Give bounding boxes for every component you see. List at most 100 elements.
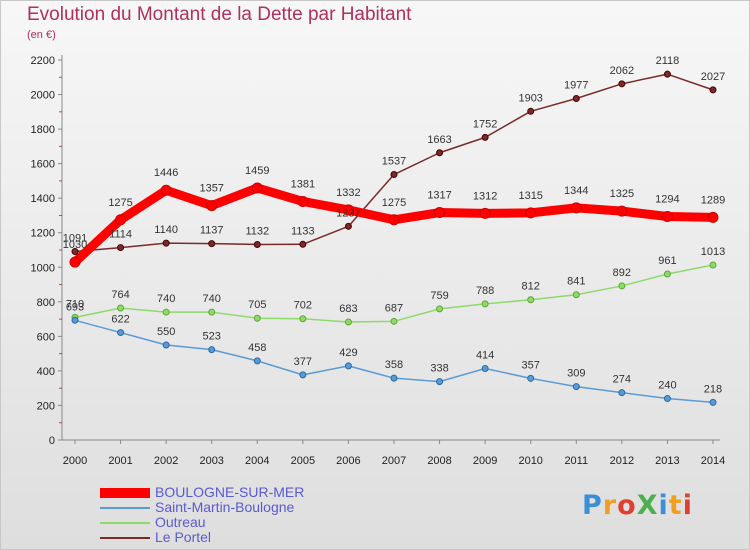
- data-label-1-9: 414: [476, 349, 494, 361]
- data-point-0-11: [570, 202, 582, 214]
- data-label-2-5: 702: [294, 300, 312, 312]
- data-label-1-11: 309: [567, 368, 585, 380]
- data-point-2-5: [299, 315, 307, 323]
- data-point-0-7: [388, 214, 400, 226]
- data-label-3-14: 2027: [701, 71, 725, 83]
- data-point-2-3: [208, 308, 216, 316]
- data-label-3-8: 1663: [427, 134, 451, 146]
- data-label-1-12: 274: [613, 374, 631, 386]
- data-point-3-3: [208, 240, 216, 248]
- x-tick-label: 2011: [564, 455, 588, 467]
- data-label-2-13: 961: [658, 255, 676, 267]
- data-point-3-13: [663, 70, 671, 78]
- x-tick-label: 2004: [245, 455, 269, 467]
- data-point-0-9: [479, 207, 491, 219]
- data-point-2-11: [572, 291, 580, 299]
- x-tick-label: 2000: [63, 455, 87, 467]
- data-label-0-0: 1030: [63, 239, 87, 251]
- logo-letter: t: [668, 490, 683, 521]
- data-point-1-10: [527, 374, 535, 382]
- data-point-0-0: [69, 256, 81, 268]
- data-point-1-5: [299, 371, 307, 379]
- data-label-2-12: 892: [613, 267, 631, 279]
- data-label-3-5: 1133: [291, 225, 315, 237]
- data-label-0-13: 1294: [655, 193, 679, 205]
- y-tick-label: 2000: [31, 90, 55, 102]
- data-label-2-14: 1013: [701, 246, 725, 258]
- y-tick-label: 0: [49, 435, 55, 447]
- series-points: [69, 70, 719, 406]
- x-tick-label: 2003: [199, 455, 223, 467]
- x-tick-label: 2008: [427, 455, 451, 467]
- data-point-0-3: [206, 200, 218, 212]
- data-point-1-3: [208, 346, 216, 354]
- data-point-1-0: [71, 316, 79, 324]
- data-label-1-6: 429: [339, 347, 357, 359]
- data-label-2-8: 759: [430, 290, 448, 302]
- data-point-3-10: [527, 107, 535, 115]
- data-point-0-12: [616, 205, 628, 217]
- data-label-1-8: 338: [430, 363, 448, 375]
- logo-letter: r: [602, 490, 618, 521]
- data-label-3-9: 1752: [473, 118, 497, 130]
- legend: BOULOGNE-SUR-MER Saint-Martin-Boulogne Out…: [100, 484, 360, 545]
- data-label-2-6: 683: [339, 303, 357, 315]
- data-point-2-6: [344, 318, 352, 326]
- y-tick-label: 400: [37, 366, 55, 378]
- y-tick-label: 1600: [31, 159, 55, 171]
- data-point-0-14: [707, 211, 719, 223]
- y-tick-label: 1400: [31, 193, 55, 205]
- legend-label: Saint-Martin-Boulogne: [155, 499, 295, 515]
- data-label-1-7: 358: [385, 359, 403, 371]
- legend-swatch: [100, 487, 150, 498]
- data-point-0-6: [342, 204, 354, 216]
- data-label-0-7: 1275: [382, 197, 406, 209]
- data-label-0-10: 1315: [518, 190, 542, 202]
- data-label-1-5: 377: [294, 356, 312, 368]
- data-point-3-1: [117, 244, 125, 252]
- data-point-2-12: [618, 282, 626, 290]
- data-label-1-13: 240: [658, 380, 676, 392]
- chart-title: Evolution du Montant de la Dette par Hab…: [27, 4, 412, 25]
- data-label-0-12: 1325: [610, 188, 634, 200]
- y-tick-label: 2200: [31, 55, 55, 67]
- line-chart: 0 200 400 600 800 1000 1200 1400 1600 1800 2000 220…: [31, 55, 725, 467]
- data-point-0-1: [115, 214, 127, 226]
- data-point-3-7: [390, 171, 398, 179]
- data-point-2-9: [481, 300, 489, 308]
- data-point-2-2: [162, 308, 170, 316]
- data-label-3-2: 1140: [154, 224, 178, 236]
- legend-label: Outreau: [155, 514, 206, 530]
- x-tick-label: 2010: [518, 455, 542, 467]
- data-point-1-6: [344, 362, 352, 370]
- legend-item-3: Le Portel: [100, 529, 360, 545]
- data-label-0-2: 1446: [154, 167, 178, 179]
- data-point-1-13: [663, 395, 671, 403]
- x-tick-label: 2002: [154, 455, 178, 467]
- data-label-1-10: 357: [522, 359, 540, 371]
- x-tick-label: 2012: [610, 455, 634, 467]
- logo-letter: o: [617, 490, 637, 521]
- data-label-1-0: 693: [66, 301, 84, 313]
- data-point-1-1: [117, 329, 125, 337]
- x-tick-label: 2007: [382, 455, 406, 467]
- data-label-2-9: 788: [476, 285, 494, 297]
- data-point-0-8: [434, 207, 446, 219]
- y-tick-label: 1800: [31, 124, 55, 136]
- legend-item-0: BOULOGNE-SUR-MER: [100, 484, 360, 500]
- data-point-1-4: [253, 357, 261, 365]
- legend-label: Le Portel: [155, 529, 212, 545]
- legend-swatch: [100, 536, 150, 539]
- data-point-3-9: [481, 133, 489, 141]
- data-label-0-3: 1357: [199, 183, 223, 195]
- data-label-2-11: 841: [567, 276, 585, 288]
- data-point-0-5: [297, 195, 309, 207]
- data-label-2-2: 740: [157, 293, 175, 305]
- data-label-1-1: 622: [111, 314, 129, 326]
- data-point-2-7: [390, 317, 398, 325]
- data-point-2-1: [117, 304, 125, 312]
- data-point-3-11: [572, 95, 580, 103]
- data-label-1-2: 550: [157, 326, 175, 338]
- data-label-0-6: 1332: [336, 187, 360, 199]
